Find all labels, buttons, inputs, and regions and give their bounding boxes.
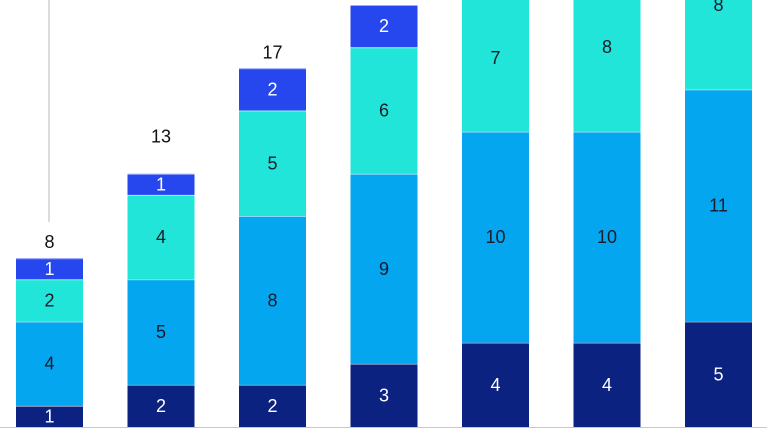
- bar-segment: [239, 384, 306, 427]
- segment-value-label: 10: [485, 227, 505, 247]
- segment-value-label: 2: [156, 396, 166, 416]
- bar-segment: [350, 173, 418, 364]
- segment-value-label: 5: [156, 322, 166, 342]
- bar-total-label: 13: [151, 127, 171, 147]
- bar-segment: [573, 342, 641, 427]
- segment-value-label: 10: [597, 227, 617, 247]
- bar-segment: [239, 216, 306, 385]
- bar-segment: [127, 194, 195, 280]
- bar-segment: [127, 384, 195, 427]
- segment-value-label: 8: [713, 0, 723, 15]
- segment-value-label: 4: [156, 227, 166, 247]
- segment-value-label: 3: [379, 385, 389, 405]
- bar-segment: [573, 0, 641, 132]
- bar-segment: [350, 363, 418, 427]
- bar-segment: [127, 279, 195, 385]
- bar-segment: [239, 68, 306, 111]
- segment-value-label: 2: [44, 290, 54, 310]
- segment-value-label: 4: [490, 375, 500, 395]
- segment-value-label: 4: [602, 375, 612, 395]
- bar-segment: [16, 405, 83, 427]
- bar-segment: [573, 131, 641, 343]
- segment-value-label: 6: [379, 101, 389, 121]
- bar-segment: [462, 0, 529, 132]
- bar-segment: [685, 0, 752, 90]
- bar-segment: [350, 5, 418, 48]
- bar-segment: [16, 321, 83, 406]
- bar-segment: [462, 131, 529, 343]
- segment-value-label: 8: [602, 37, 612, 57]
- segment-value-label: 5: [267, 153, 277, 173]
- bar-total-label: 8: [44, 232, 54, 252]
- segment-value-label: 5: [713, 364, 723, 384]
- bar-segment: [462, 342, 529, 427]
- bar-segment: [350, 47, 418, 174]
- bar-segment: [127, 173, 195, 195]
- segment-value-label: 7: [490, 48, 500, 68]
- bars-group: 1421825411328521739624107141085118: [16, 0, 752, 427]
- bar-segment: [239, 110, 306, 216]
- segment-value-label: 11: [709, 195, 728, 215]
- segment-value-label: 9: [379, 259, 389, 279]
- segment-value-label: 1: [44, 406, 54, 426]
- segment-value-label: 1: [156, 174, 166, 194]
- segment-value-label: 2: [267, 79, 277, 99]
- bar-segment: [685, 89, 752, 322]
- bar-total-label: 17: [262, 42, 282, 62]
- segment-value-label: 2: [267, 396, 277, 416]
- segment-value-label: 1: [44, 259, 54, 279]
- bar-segment: [16, 258, 83, 280]
- segment-value-label: 8: [267, 290, 277, 310]
- segment-value-label: 4: [44, 354, 54, 374]
- bar-segment: [16, 279, 83, 322]
- bar-segment: [685, 321, 752, 427]
- segment-value-label: 2: [379, 16, 389, 36]
